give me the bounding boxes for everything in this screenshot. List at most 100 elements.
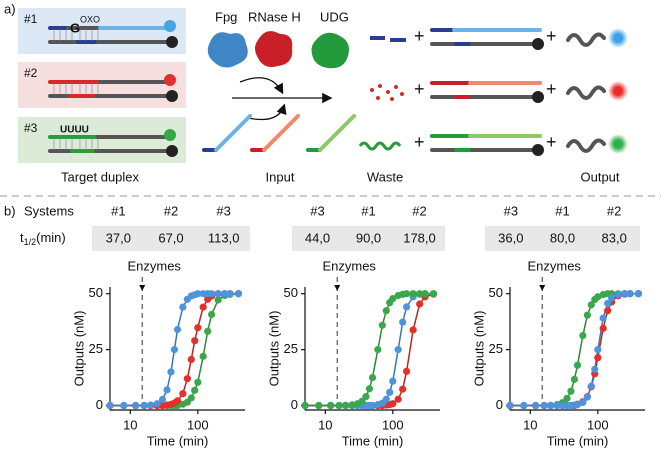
caption: Output xyxy=(580,169,619,184)
t-half-label: t1/2(min) xyxy=(20,230,66,247)
data-point xyxy=(191,337,199,345)
caption: Target duplex xyxy=(61,169,140,184)
system-header: #1 xyxy=(555,203,569,218)
data-point xyxy=(221,290,229,298)
plus: + xyxy=(546,79,557,99)
enzyme-label: RNase H xyxy=(248,9,301,24)
data-point xyxy=(402,290,411,298)
data-point xyxy=(382,307,390,315)
data-point xyxy=(167,368,175,376)
y-tick-label: 0 xyxy=(96,397,103,412)
box xyxy=(18,117,186,163)
data-point xyxy=(132,401,140,410)
data-point xyxy=(170,346,179,354)
data-point xyxy=(214,296,222,304)
x-axis-label: Time (min) xyxy=(342,433,404,448)
data-point xyxy=(520,401,528,410)
data-point xyxy=(553,401,561,410)
data-point xyxy=(301,401,309,410)
data-point xyxy=(599,324,607,332)
x-axis-label: Time (min) xyxy=(147,433,209,448)
y-tick-label: 50 xyxy=(89,285,103,300)
data-point xyxy=(594,346,602,354)
enzyme-blobs xyxy=(207,31,349,69)
data-point xyxy=(187,355,195,364)
data-point xyxy=(399,385,407,393)
data-point xyxy=(335,401,343,410)
t-half-sub: 1/2 xyxy=(24,237,37,247)
x-tick-label: 100 xyxy=(382,417,404,432)
data-point xyxy=(573,361,582,369)
data-point xyxy=(567,387,575,395)
target-boxes xyxy=(18,8,186,163)
data-point xyxy=(389,295,397,303)
y-axis-label: Outputs (nM) xyxy=(471,311,486,387)
data-point xyxy=(402,367,411,375)
y-tick-label: 25 xyxy=(89,341,103,356)
waste xyxy=(358,36,406,151)
plus: + xyxy=(414,79,425,99)
annotation: Enzymes xyxy=(527,258,581,273)
data-point xyxy=(540,401,548,410)
y-tick-label: 25 xyxy=(489,341,503,356)
y-axis-label: Outputs (nM) xyxy=(266,311,281,387)
data-point xyxy=(583,393,591,401)
duplexes xyxy=(48,20,178,157)
data-point xyxy=(386,388,394,396)
lesion-tag: OXO xyxy=(80,14,100,24)
data-point xyxy=(158,395,167,404)
data-point xyxy=(409,326,417,334)
data-point xyxy=(214,290,222,298)
panel-label: b) xyxy=(4,203,16,218)
lesion-base: G xyxy=(70,20,80,35)
data-point xyxy=(226,290,234,298)
x-tick-label: 100 xyxy=(187,417,209,432)
data-point xyxy=(327,401,335,410)
data-point xyxy=(604,299,612,307)
fit-line xyxy=(510,292,639,407)
data-point xyxy=(207,290,216,298)
box xyxy=(18,62,186,108)
data-point xyxy=(634,290,643,298)
data-point xyxy=(106,401,114,410)
data-point xyxy=(348,401,356,409)
data-point xyxy=(506,401,514,410)
t-half-value: 36,0 xyxy=(498,230,523,245)
data-point xyxy=(599,314,607,322)
data-point xyxy=(416,300,424,308)
data-point xyxy=(191,386,199,394)
system-header: #3 xyxy=(504,203,518,218)
data-point xyxy=(594,354,602,362)
t-half-unit: (min) xyxy=(36,230,66,245)
data-point xyxy=(173,325,182,334)
table-row xyxy=(92,226,250,251)
data-point xyxy=(374,346,382,354)
uracils: UUUU xyxy=(60,125,89,136)
data-point xyxy=(315,401,323,410)
t-half-value: 83,0 xyxy=(602,230,627,245)
data-point xyxy=(591,365,599,373)
fit-line xyxy=(510,292,639,407)
data-point xyxy=(179,390,187,398)
data-point xyxy=(579,398,587,406)
t-half-value: 113,0 xyxy=(208,230,240,245)
x-tick-label: 10 xyxy=(123,417,137,432)
data-point xyxy=(368,401,377,410)
caption: Waste xyxy=(367,169,403,184)
data-point xyxy=(429,290,438,298)
data-point xyxy=(187,394,195,402)
data-point xyxy=(394,395,402,403)
data-point xyxy=(378,321,386,329)
plus: + xyxy=(414,132,425,152)
annotation: Enzymes xyxy=(322,258,376,273)
data-point xyxy=(179,303,187,311)
data-point xyxy=(153,400,161,408)
y-tick-label: 25 xyxy=(284,341,298,356)
data-point xyxy=(402,303,411,311)
enzyme-arrow xyxy=(539,285,546,291)
data-point xyxy=(194,324,202,332)
data-point xyxy=(194,290,202,298)
y-tick-label: 50 xyxy=(284,285,298,300)
data-point xyxy=(382,395,390,403)
